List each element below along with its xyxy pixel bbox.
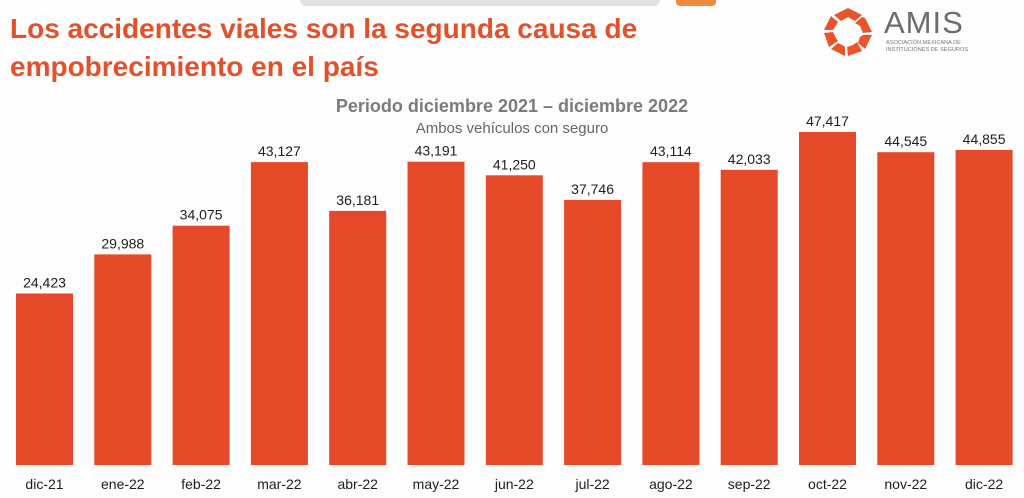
x-tick-label-may-22: may-22 (413, 476, 460, 492)
logo-name: AMIS (884, 5, 964, 40)
x-tick-label-abr-22: abr-22 (337, 476, 378, 492)
chart-subtitle: Ambos vehículos con seguro (415, 120, 609, 137)
data-label-jul-22: 37,746 (571, 181, 614, 197)
data-label-feb-22: 34,075 (180, 207, 223, 223)
data-label-nov-22: 44,545 (884, 133, 927, 149)
bar-dic-22 (955, 150, 1013, 465)
data-label-sep-22: 42,033 (728, 151, 771, 167)
headline-line-1: Los accidentes viales son la segunda cau… (10, 13, 638, 44)
logo-subtitle-line-1: Asociación Mexicana de (886, 40, 961, 46)
data-label-ago-22: 43,114 (650, 143, 692, 159)
bar-abr-22 (329, 210, 387, 465)
bar-nov-22 (877, 152, 935, 465)
x-tick-label-ene-22: ene-22 (101, 476, 145, 492)
bar-ene-22 (94, 254, 152, 465)
bar-jun-22 (485, 175, 543, 466)
data-label-abr-22: 36,181 (336, 192, 379, 208)
x-tick-label-sep-22: sep-22 (728, 476, 771, 492)
x-tick-label-jul-22: jul-22 (574, 476, 609, 492)
x-tick-label-dic-21: dic-21 (25, 476, 63, 492)
data-label-oct-22: 47,417 (806, 113, 849, 129)
slide-headline: Los accidentes viales son la segunda cau… (10, 10, 637, 86)
x-tick-label-mar-22: mar-22 (257, 476, 302, 492)
data-label-dic-22: 44,855 (963, 131, 1006, 147)
bar-sep-22 (720, 169, 778, 466)
data-label-may-22: 43,191 (415, 143, 458, 159)
x-tick-label-jun-22: jun-22 (494, 476, 534, 492)
data-label-mar-22: 43,127 (258, 143, 301, 159)
x-tick-label-ago-22: ago-22 (649, 476, 693, 492)
headline-line-2: empobrecimiento en el país (10, 51, 379, 82)
logo-subtitle-line-2: Instituciones de Seguros (886, 47, 969, 53)
bar-ago-22 (642, 162, 700, 465)
x-tick-label-feb-22: feb-22 (181, 476, 221, 492)
x-tick-label-nov-22: nov-22 (884, 476, 927, 492)
bar-feb-22 (172, 225, 230, 465)
bar-jul-22 (564, 199, 622, 465)
logo-subtitle: Asociación Mexicana de Instituciones de … (886, 40, 968, 54)
data-label-jun-22: 41,250 (493, 156, 536, 172)
x-tick-label-oct-22: oct-22 (808, 476, 847, 492)
bar-may-22 (407, 161, 465, 465)
chart-title: Periodo diciembre 2021 – diciembre 2022 (335, 96, 689, 116)
bar-mar-22 (250, 162, 308, 465)
amis-logo: AMIS Asociación Mexicana de Institucione… (822, 6, 1012, 58)
bar-dic-21 (16, 293, 73, 465)
x-tick-label-dic-22: dic-22 (965, 476, 1003, 492)
bar-oct-22 (799, 132, 856, 465)
top-window-strip (300, 0, 660, 6)
data-label-dic-21: 24,423 (23, 275, 66, 291)
data-label-ene-22: 29,988 (101, 235, 144, 251)
top-accent-shape (676, 0, 716, 6)
amis-logo-icon (824, 8, 872, 56)
